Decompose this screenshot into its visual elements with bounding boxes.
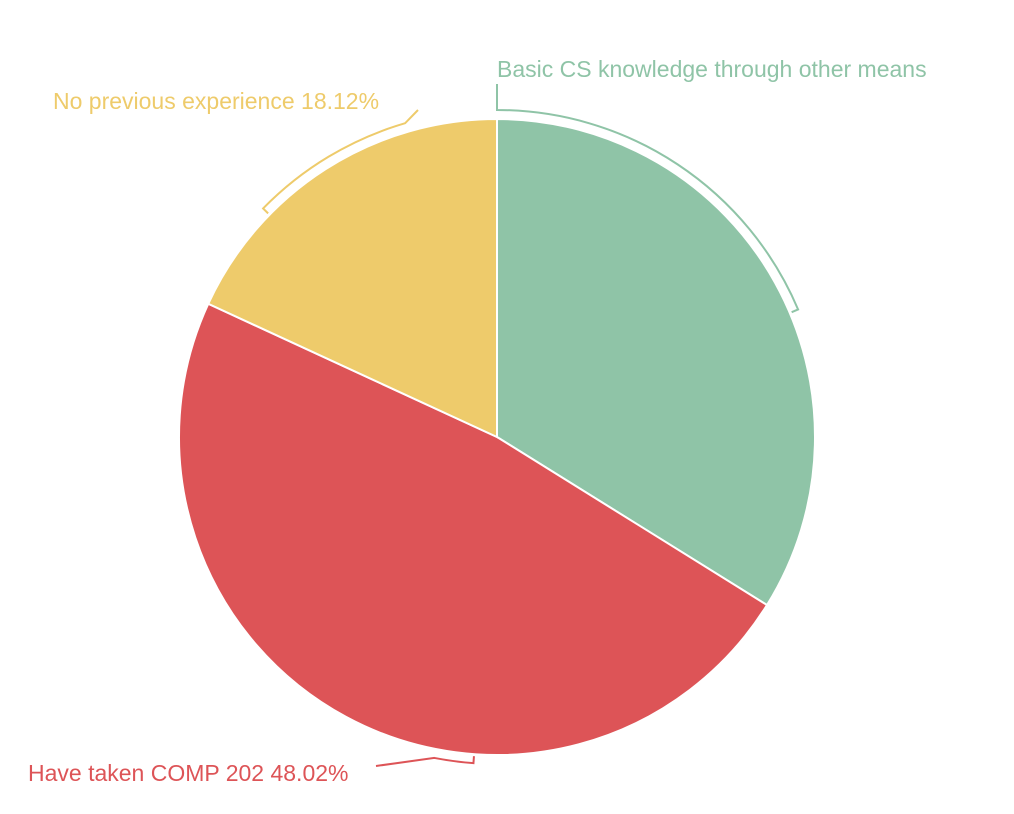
leader-no-experience (261, 109, 419, 215)
slice-no-experience (206, 117, 498, 439)
slice-label-basic-cs: Basic CS knowledge through other means (497, 56, 927, 82)
slice-comp-202 (178, 302, 769, 756)
slice-basic-cs (496, 117, 816, 607)
slice-label-comp-202: Have taken COMP 202 48.02% (28, 760, 348, 786)
leader-comp-202 (375, 756, 475, 767)
leader-basic-cs (496, 84, 800, 314)
leader-lines (261, 84, 800, 767)
pie-slices (178, 117, 816, 756)
slice-label-no-experience: No previous experience 18.12% (53, 88, 379, 114)
